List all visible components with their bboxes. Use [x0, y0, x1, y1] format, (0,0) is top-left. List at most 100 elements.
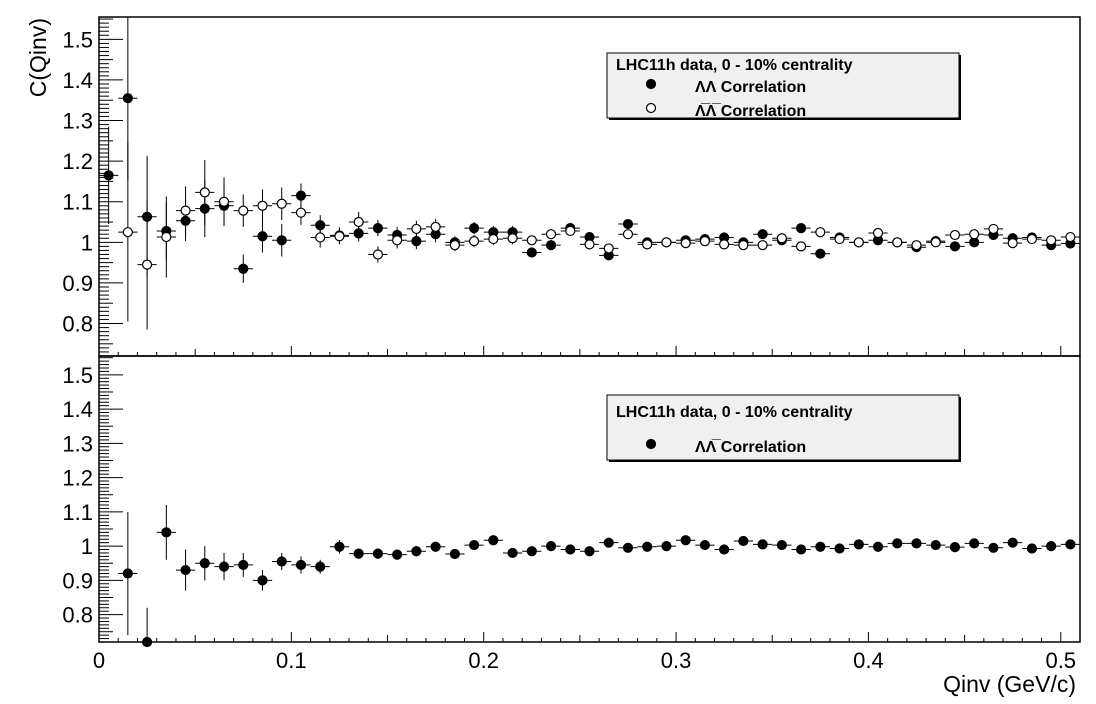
data-marker: [411, 546, 422, 557]
data-marker: [392, 235, 403, 246]
data-marker: [392, 549, 403, 560]
data-marker: [122, 93, 133, 104]
data-marker: [315, 561, 326, 572]
data-point: [1022, 543, 1042, 554]
data-point: [656, 237, 677, 248]
data-point: [849, 539, 869, 550]
data-point: [791, 544, 811, 555]
data-marker: [834, 233, 845, 245]
x-axis-label: Qinv (GeV/c): [943, 671, 1076, 697]
data-marker: [1007, 537, 1018, 548]
data-marker: [257, 231, 268, 242]
data-marker: [911, 538, 922, 549]
data-marker: [411, 236, 422, 247]
legend-box: [606, 394, 960, 461]
data-marker: [1065, 231, 1076, 243]
data-marker: [488, 535, 499, 546]
data-marker: [238, 559, 249, 571]
data-marker: [949, 229, 961, 241]
y-tick-label: 1.3: [62, 431, 93, 456]
data-marker: [565, 544, 576, 555]
data-point: [118, 511, 138, 636]
data-marker: [334, 231, 345, 242]
data-point: [1041, 540, 1061, 552]
data-marker: [526, 546, 537, 557]
y-tick-label: 1.1: [62, 190, 93, 215]
data-point: [272, 224, 292, 257]
data-point: [983, 223, 1004, 235]
data-point: [252, 219, 273, 253]
data-marker: [892, 237, 903, 248]
data-point: [906, 240, 927, 251]
data-marker: [372, 249, 384, 260]
data-point: [99, 126, 119, 225]
data-point: [695, 236, 715, 247]
data-marker: [180, 564, 191, 576]
series-open: [118, 142, 1080, 330]
data-point: [233, 552, 253, 577]
data-point: [541, 540, 561, 552]
data-point: [676, 535, 696, 546]
data-point: [676, 238, 696, 249]
data-point: [579, 239, 600, 250]
data-point: [310, 559, 330, 574]
data-marker: [622, 542, 634, 553]
data-marker: [1026, 543, 1038, 554]
data-marker: [372, 223, 384, 234]
y-tick-label: 1.5: [62, 27, 93, 52]
data-point: [272, 552, 292, 571]
data-marker: [122, 227, 133, 238]
data-point: [637, 239, 657, 250]
data-point: [522, 235, 542, 246]
data-point: [829, 233, 850, 245]
legend-marker: [645, 102, 657, 114]
data-marker: [815, 541, 826, 552]
data-point: [618, 218, 638, 230]
data-point: [445, 548, 465, 560]
data-marker: [988, 223, 999, 235]
data-point: [1060, 231, 1080, 243]
x-axis: [98, 346, 1081, 356]
data-marker: [584, 239, 595, 250]
data-point: [310, 227, 330, 248]
data-marker: [680, 535, 691, 546]
bottom-panel: 0.8 0.9 1 1.1 1.2 1.3 1.4 1.5 0 0.1 0.2 0.3 0.4 0.5 LH…: [62, 355, 1081, 673]
data-point: [483, 535, 503, 546]
data-point: [252, 570, 273, 591]
data-marker: [719, 239, 730, 250]
data-point: [445, 239, 465, 252]
data-marker: [545, 229, 557, 240]
data-point: [714, 239, 734, 250]
data-point: [291, 556, 311, 574]
data-point: [810, 227, 830, 238]
data-marker: [468, 236, 480, 247]
y-tick-label: 1.5: [62, 363, 93, 388]
data-point: [772, 233, 792, 244]
data-point: [195, 546, 215, 581]
data-marker: [969, 229, 980, 240]
data-marker: [257, 575, 268, 586]
y-axis: 0.8 0.9 1 1.1 1.2 1.3 1.4 1.5: [62, 18, 123, 357]
data-point: [272, 187, 292, 220]
data-marker: [238, 205, 249, 216]
y-tick-label: 0.9: [62, 271, 93, 296]
data-marker: [834, 543, 845, 554]
y-tick-label: 1: [81, 534, 93, 559]
data-marker: [795, 544, 807, 555]
data-point: [387, 232, 407, 249]
data-point: [964, 538, 984, 549]
data-marker: [276, 235, 287, 246]
y-axis-label: C(Qinv): [25, 18, 51, 97]
data-point: [926, 539, 946, 551]
data-marker: [872, 541, 884, 552]
data-point: [887, 538, 907, 549]
data-marker: [1065, 539, 1076, 550]
x-tick-label: 0: [93, 648, 105, 673]
data-marker: [661, 540, 672, 552]
data-marker: [161, 231, 172, 243]
x-tick-label: 0.4: [853, 648, 884, 673]
data-point: [156, 504, 176, 560]
data-marker: [738, 240, 749, 251]
data-point: [887, 237, 907, 248]
